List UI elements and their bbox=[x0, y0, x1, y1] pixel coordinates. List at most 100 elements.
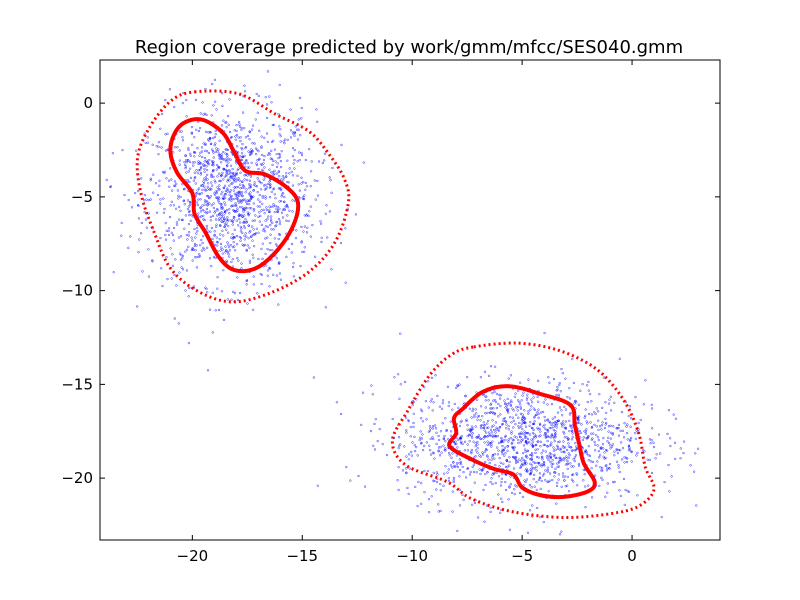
data-point bbox=[427, 498, 431, 501]
data-point bbox=[294, 125, 297, 128]
data-point bbox=[568, 387, 571, 390]
data-point bbox=[595, 425, 598, 428]
data-point bbox=[206, 369, 210, 372]
data-point bbox=[615, 448, 618, 451]
data-point bbox=[275, 172, 279, 175]
data-point bbox=[188, 167, 192, 170]
data-point bbox=[613, 480, 616, 484]
data-point bbox=[209, 230, 212, 233]
data-point bbox=[522, 418, 525, 421]
data-point bbox=[458, 383, 461, 386]
data-point bbox=[444, 417, 447, 420]
data-point bbox=[498, 426, 501, 429]
data-point bbox=[459, 460, 463, 464]
data-point bbox=[483, 370, 487, 373]
data-point bbox=[487, 434, 490, 437]
data-point bbox=[190, 248, 194, 252]
data-point bbox=[276, 205, 279, 209]
data-point bbox=[590, 467, 593, 470]
data-point bbox=[206, 185, 209, 189]
data-point bbox=[604, 448, 608, 452]
data-point bbox=[198, 216, 201, 219]
data-point bbox=[488, 411, 492, 414]
data-point bbox=[237, 136, 240, 139]
data-point bbox=[526, 456, 529, 459]
data-point bbox=[492, 435, 495, 439]
data-point bbox=[187, 286, 191, 290]
data-point bbox=[629, 450, 633, 453]
data-point bbox=[163, 170, 167, 173]
data-point bbox=[111, 152, 115, 155]
data-point bbox=[206, 194, 209, 198]
data-point bbox=[525, 454, 528, 457]
data-point bbox=[229, 172, 232, 175]
data-point bbox=[396, 479, 399, 482]
data-point bbox=[533, 420, 536, 423]
data-point bbox=[508, 460, 511, 464]
data-point bbox=[487, 399, 490, 402]
data-point bbox=[519, 465, 523, 468]
data-point bbox=[287, 219, 290, 223]
data-point bbox=[137, 217, 141, 220]
data-point bbox=[615, 460, 619, 463]
data-point bbox=[441, 422, 444, 425]
data-point bbox=[458, 468, 462, 472]
data-point bbox=[452, 479, 455, 482]
data-point bbox=[159, 202, 162, 205]
data-point bbox=[309, 170, 313, 173]
data-point bbox=[562, 440, 565, 443]
data-point bbox=[607, 425, 611, 428]
data-point bbox=[149, 198, 152, 201]
data-point bbox=[226, 164, 229, 167]
data-point bbox=[514, 392, 517, 395]
data-point bbox=[447, 404, 450, 408]
data-point bbox=[456, 446, 459, 449]
data-point bbox=[504, 452, 507, 455]
data-point bbox=[241, 215, 244, 218]
data-point bbox=[197, 187, 201, 190]
data-point bbox=[672, 413, 675, 416]
data-point bbox=[465, 419, 468, 423]
data-point bbox=[289, 129, 293, 132]
data-point bbox=[232, 290, 235, 294]
data-point bbox=[374, 418, 377, 421]
data-point bbox=[217, 166, 221, 169]
data-point bbox=[538, 422, 542, 425]
data-point bbox=[523, 409, 526, 412]
data-point bbox=[206, 188, 209, 191]
data-point bbox=[147, 198, 150, 202]
data-point bbox=[447, 401, 451, 404]
data-point bbox=[155, 211, 159, 214]
data-point bbox=[528, 440, 531, 444]
data-point bbox=[326, 236, 329, 239]
data-point bbox=[168, 88, 172, 91]
x-tick-label: −15 bbox=[286, 547, 318, 565]
data-point bbox=[456, 384, 459, 388]
data-point bbox=[252, 283, 255, 286]
data-point bbox=[654, 457, 657, 460]
data-point bbox=[278, 220, 282, 223]
data-point bbox=[264, 195, 267, 198]
data-point bbox=[411, 404, 414, 407]
data-point bbox=[530, 469, 533, 473]
data-point bbox=[231, 220, 234, 224]
data-point bbox=[221, 220, 224, 223]
data-point bbox=[426, 469, 430, 473]
data-point bbox=[425, 441, 428, 444]
data-point bbox=[227, 252, 230, 256]
data-point bbox=[186, 207, 190, 211]
data-point bbox=[514, 456, 517, 459]
data-point bbox=[634, 431, 637, 435]
data-point bbox=[507, 377, 510, 380]
data-point bbox=[609, 444, 612, 447]
data-point bbox=[268, 285, 271, 288]
data-point bbox=[261, 194, 264, 198]
data-point bbox=[453, 402, 456, 406]
data-point bbox=[237, 177, 240, 180]
data-point bbox=[205, 165, 208, 168]
data-point bbox=[229, 244, 233, 247]
data-point bbox=[311, 223, 314, 227]
data-point bbox=[292, 275, 296, 278]
data-point bbox=[239, 139, 242, 143]
data-point bbox=[458, 424, 462, 428]
